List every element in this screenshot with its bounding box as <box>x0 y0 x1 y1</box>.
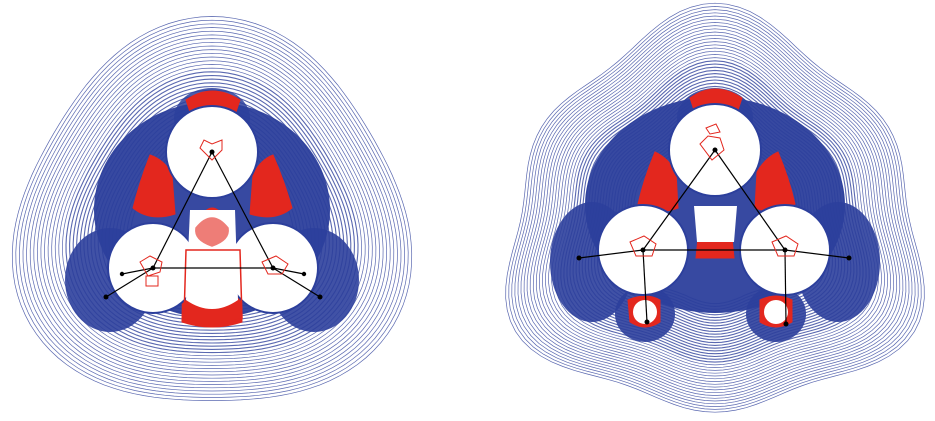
contour-line <box>65 71 359 354</box>
contour-line <box>26 30 398 389</box>
contour-line <box>76 82 348 344</box>
contour-line <box>62 67 362 357</box>
left-nuclei <box>103 149 323 300</box>
contour-line <box>33 38 391 382</box>
contour-line <box>542 41 888 380</box>
contour-line <box>523 22 907 396</box>
left-bonds <box>105 151 321 298</box>
right-small-red-marks <box>629 123 799 257</box>
left-red-inner <box>183 217 243 325</box>
contour-line <box>40 45 384 376</box>
left-panel <box>11 16 413 401</box>
contour-line <box>36 41 388 379</box>
contour-line <box>29 34 395 385</box>
contour-line <box>44 49 380 373</box>
contour-line <box>19 23 405 395</box>
contour-line <box>54 60 370 363</box>
contour-line <box>79 85 345 341</box>
right-h-right-disk <box>764 300 788 324</box>
contour-line <box>539 38 891 382</box>
contour-line <box>47 52 377 369</box>
contour-line <box>22 27 402 392</box>
right-h-left-disk <box>633 300 657 324</box>
right-panel <box>505 2 925 413</box>
contour-line <box>535 34 895 385</box>
contour-line <box>532 31 898 388</box>
left-red-right-lobe <box>249 154 293 218</box>
contour-line <box>69 74 355 350</box>
contour-line <box>508 6 922 410</box>
contour-line <box>545 44 885 377</box>
left-red-left-lobe <box>132 154 176 218</box>
contour-line <box>548 47 882 374</box>
contour-line <box>51 56 373 366</box>
contour-line <box>15 19 409 398</box>
contour-line <box>505 2 925 413</box>
contour-line <box>526 25 904 394</box>
left-small-red-marks <box>139 139 289 287</box>
contour-line <box>58 64 366 360</box>
contour-line <box>511 9 919 407</box>
contour-line <box>517 15 913 402</box>
right-nuclei <box>576 147 852 327</box>
contour-line <box>72 78 352 347</box>
right-white-bond-region <box>694 206 737 242</box>
right-bonds <box>578 149 850 325</box>
contour-line <box>529 28 901 391</box>
contour-line <box>520 18 910 399</box>
contour-line <box>83 89 341 338</box>
contour-line <box>11 16 413 401</box>
contour-line <box>514 12 916 405</box>
